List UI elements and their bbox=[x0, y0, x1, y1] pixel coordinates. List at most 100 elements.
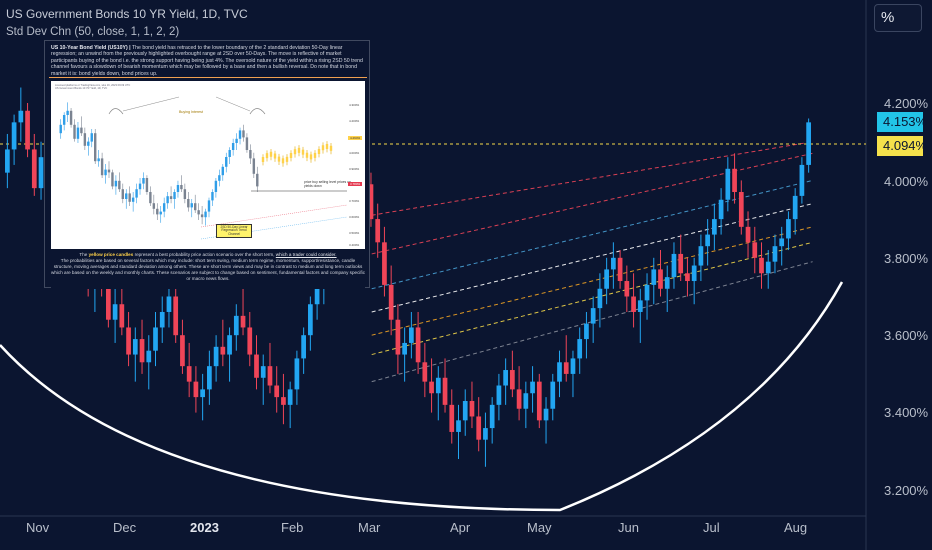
candle-body bbox=[793, 196, 798, 219]
candle-body bbox=[618, 258, 623, 281]
x-tick-label: Mar bbox=[358, 520, 380, 535]
candle-body bbox=[140, 339, 145, 362]
inset-note-buying: Buying Interest bbox=[179, 110, 203, 114]
candle-body bbox=[591, 308, 596, 323]
candle-body bbox=[254, 355, 259, 378]
candle-body bbox=[719, 200, 724, 219]
candle-body bbox=[651, 269, 656, 284]
candle-body bbox=[167, 297, 172, 312]
candle-body bbox=[678, 254, 683, 273]
inset-description-title: US 10-Year Bond Yield (US10Y) | bbox=[51, 45, 131, 51]
inset-candle-body bbox=[194, 203, 196, 210]
candle-body bbox=[544, 409, 549, 421]
y-tick-label: 3.400% bbox=[884, 405, 928, 420]
inset-candle-body bbox=[156, 209, 158, 215]
inset-candle-body bbox=[63, 115, 65, 125]
candle-body bbox=[422, 362, 427, 381]
candle-body bbox=[449, 405, 454, 432]
inset-candle-body bbox=[77, 128, 79, 139]
candle-body bbox=[598, 289, 603, 308]
inset-candle-body bbox=[177, 185, 179, 192]
x-tick-label: Feb bbox=[281, 520, 303, 535]
caption-pre: The bbox=[79, 252, 87, 257]
candle-body bbox=[806, 122, 811, 165]
inset-candle-body bbox=[111, 172, 113, 186]
candle-body bbox=[571, 358, 576, 373]
candle-body bbox=[234, 316, 239, 335]
candle-body bbox=[476, 416, 481, 439]
candle-body bbox=[160, 312, 165, 327]
inset-candle-body bbox=[108, 170, 110, 173]
inset-projected-body bbox=[274, 154, 276, 159]
inset-candle-body bbox=[160, 212, 162, 215]
inset-candle-body bbox=[187, 199, 189, 207]
inset-candle-body bbox=[211, 192, 213, 200]
inset-candle-body bbox=[208, 200, 210, 211]
x-tick-label: May bbox=[527, 520, 552, 535]
horizontal-line-badge: 4.094% bbox=[877, 136, 923, 156]
inset-candle-body bbox=[225, 157, 227, 167]
y-tick-label: 3.800% bbox=[884, 251, 928, 266]
candle-body bbox=[126, 327, 131, 354]
inset-price-tag-yellow: 4.294% bbox=[348, 136, 362, 140]
candle-body bbox=[227, 335, 232, 354]
inset-candle-body bbox=[118, 181, 120, 189]
inset-candle-body bbox=[163, 203, 165, 211]
inset-candle-body bbox=[204, 212, 206, 218]
inset-projected-body bbox=[322, 145, 324, 150]
inset-projected-body bbox=[262, 157, 264, 162]
inset-candle-body bbox=[91, 133, 93, 141]
inset-candle-body bbox=[222, 167, 224, 175]
caption-line2: The probabilities are based on several f… bbox=[51, 258, 365, 281]
inset-candle-body bbox=[235, 139, 237, 143]
candle-body bbox=[645, 285, 650, 300]
x-tick-label: Aug bbox=[784, 520, 807, 535]
candle-body bbox=[631, 297, 636, 312]
candle-body bbox=[699, 246, 704, 265]
y-tick-label: 3.200% bbox=[884, 483, 928, 498]
candle-body bbox=[624, 281, 629, 296]
inset-candle-body bbox=[87, 142, 89, 146]
inset-candle-body bbox=[97, 158, 99, 161]
candle-body bbox=[375, 219, 380, 242]
inset-candle-body bbox=[253, 158, 255, 173]
inset-projected-body bbox=[286, 157, 288, 162]
candle-body bbox=[611, 258, 616, 270]
inset-note-channel: 2SD 50-Day Linear Regression Trend Chann… bbox=[216, 224, 252, 238]
inset-y-tick: 3.400% bbox=[349, 243, 359, 247]
candle-body bbox=[268, 366, 273, 385]
candle-body bbox=[517, 389, 522, 408]
inset-candle-body bbox=[128, 193, 130, 201]
inset-y-tick: 4.200% bbox=[349, 119, 359, 123]
inset-candle-body bbox=[249, 150, 251, 158]
inset-arc bbox=[109, 109, 123, 115]
candle-body bbox=[557, 362, 562, 381]
candle-body bbox=[402, 343, 407, 355]
inset-y-tick: 3.700% bbox=[349, 199, 359, 203]
inset-arc bbox=[250, 109, 265, 115]
inset-candle-body bbox=[73, 125, 75, 139]
candle-body bbox=[752, 242, 757, 257]
candle-body bbox=[672, 254, 677, 277]
inset-y-tick: 3.600% bbox=[349, 215, 359, 219]
inset-candle-body bbox=[256, 174, 258, 187]
x-tick-label: 2023 bbox=[190, 520, 219, 535]
inset-projected-body bbox=[306, 153, 308, 158]
candle-body bbox=[658, 269, 663, 288]
inset-candle-body bbox=[149, 192, 151, 203]
candle-body bbox=[288, 389, 293, 404]
indicator-legend[interactable]: Std Dev Chn (50, close, 1, 1, 2, 2) bbox=[6, 26, 179, 38]
inset-candle-body bbox=[94, 133, 96, 161]
inset-projected-body bbox=[278, 157, 280, 162]
candle-body bbox=[133, 339, 138, 354]
candle-body bbox=[295, 358, 300, 389]
inset-caption: The yellow price candles represent a bes… bbox=[51, 249, 365, 289]
inset-candle-body bbox=[122, 189, 124, 199]
candle-body bbox=[214, 347, 219, 366]
inset-candle-body bbox=[228, 150, 230, 157]
percent-scale-button[interactable]: % bbox=[874, 4, 922, 32]
inset-candle-body bbox=[215, 181, 217, 192]
candle-body bbox=[187, 366, 192, 381]
inset-chart-header: Licensed platforms or TradingView.com, w… bbox=[55, 84, 130, 90]
candle-body bbox=[416, 327, 421, 362]
